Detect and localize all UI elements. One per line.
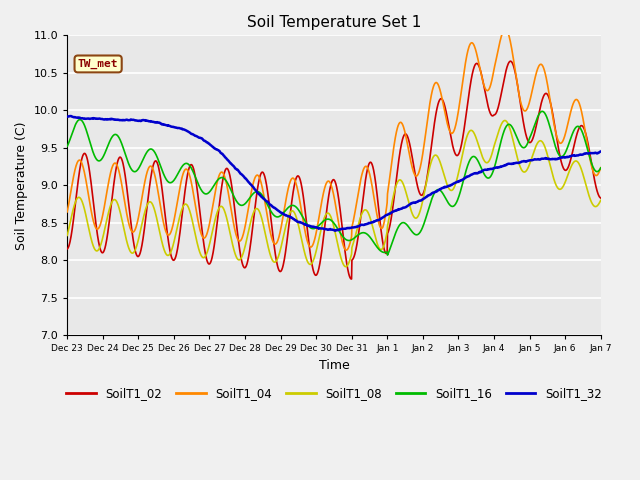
- SoilT1_16: [367, 235, 374, 241]
- Line: SoilT1_04: SoilT1_04: [67, 29, 601, 250]
- Title: Soil Temperature Set 1: Soil Temperature Set 1: [247, 15, 421, 30]
- SoilT1_08: [126, 249, 134, 254]
- SoilT1_16: [597, 165, 605, 171]
- SoilT1_32: [63, 114, 71, 120]
- SoilT1_02: [63, 246, 71, 252]
- SoilT1_08: [105, 210, 113, 216]
- SoilT1_04: [597, 165, 605, 170]
- SoilT1_32: [367, 219, 375, 225]
- SoilT1_04: [502, 26, 509, 32]
- SoilT1_16: [105, 141, 113, 147]
- SoilT1_04: [310, 238, 318, 244]
- SoilT1_02: [310, 270, 318, 276]
- SoilT1_32: [105, 117, 113, 122]
- SoilT1_32: [67, 113, 74, 119]
- Line: SoilT1_02: SoilT1_02: [67, 61, 601, 279]
- SoilT1_16: [126, 164, 134, 170]
- SoilT1_04: [63, 209, 71, 215]
- SoilT1_02: [507, 59, 515, 64]
- SoilT1_16: [63, 144, 71, 149]
- Line: SoilT1_08: SoilT1_08: [67, 120, 601, 267]
- Line: SoilT1_16: SoilT1_16: [67, 111, 601, 255]
- SoilT1_16: [538, 108, 546, 114]
- SoilT1_02: [367, 160, 375, 166]
- SoilT1_08: [301, 250, 308, 255]
- SoilT1_02: [290, 187, 298, 192]
- SoilT1_16: [290, 203, 298, 208]
- SoilT1_08: [367, 218, 375, 224]
- SoilT1_32: [127, 117, 134, 123]
- SoilT1_32: [290, 216, 298, 222]
- SoilT1_08: [63, 232, 71, 238]
- X-axis label: Time: Time: [319, 359, 349, 372]
- SoilT1_08: [342, 264, 349, 270]
- SoilT1_08: [501, 118, 509, 123]
- SoilT1_04: [342, 247, 350, 253]
- SoilT1_02: [301, 204, 308, 209]
- SoilT1_32: [310, 224, 318, 230]
- SoilT1_02: [126, 214, 134, 220]
- Line: SoilT1_32: SoilT1_32: [67, 116, 601, 230]
- SoilT1_08: [310, 255, 318, 261]
- SoilT1_04: [301, 226, 308, 232]
- Text: TW_met: TW_met: [78, 59, 118, 69]
- SoilT1_08: [597, 197, 605, 203]
- SoilT1_16: [301, 217, 308, 223]
- SoilT1_04: [126, 226, 134, 231]
- Y-axis label: Soil Temperature (C): Soil Temperature (C): [15, 121, 28, 250]
- SoilT1_32: [301, 222, 308, 228]
- SoilT1_08: [290, 209, 298, 215]
- SoilT1_16: [383, 252, 391, 258]
- SoilT1_16: [310, 226, 318, 231]
- Legend: SoilT1_02, SoilT1_04, SoilT1_08, SoilT1_16, SoilT1_32: SoilT1_02, SoilT1_04, SoilT1_08, SoilT1_…: [61, 382, 606, 404]
- SoilT1_32: [597, 149, 605, 155]
- SoilT1_02: [105, 225, 113, 230]
- SoilT1_02: [348, 276, 355, 282]
- SoilT1_04: [367, 178, 375, 184]
- SoilT1_04: [105, 180, 113, 186]
- SoilT1_02: [597, 195, 605, 201]
- SoilT1_32: [331, 228, 339, 233]
- SoilT1_04: [290, 176, 298, 181]
